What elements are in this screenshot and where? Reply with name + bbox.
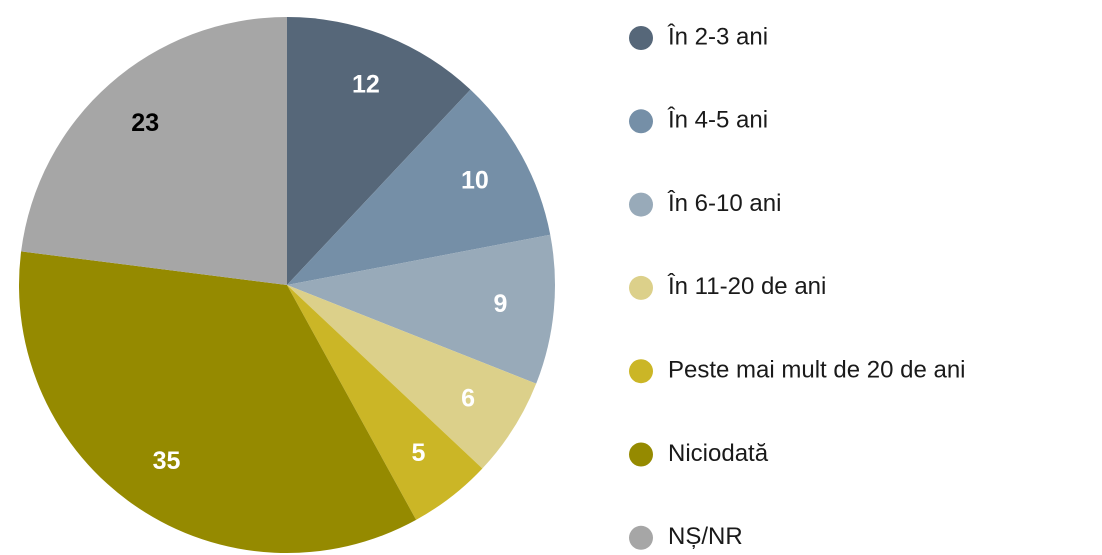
value-label: 23 (131, 109, 159, 137)
legend-label: În 11-20 de ani (667, 273, 826, 300)
value-label: 5 (411, 439, 425, 467)
legend-label: În 2-3 ani (667, 23, 768, 50)
value-label: 35 (153, 447, 181, 475)
legend-marker (629, 442, 653, 467)
value-label: 12 (352, 70, 380, 98)
pie-slice (287, 234, 555, 384)
legend-label: Peste mai mult de 20 de ani (668, 357, 966, 384)
legend-marker (629, 359, 653, 384)
pie-slice (287, 285, 537, 469)
pie-slice (18, 251, 417, 553)
legend-label: NȘ/NR (668, 523, 743, 550)
value-label: 10 (461, 166, 489, 194)
legend-marker (629, 109, 653, 134)
legend-marker (629, 525, 653, 550)
legend-label: Niciodată (668, 440, 769, 467)
legend-label: În 6-10 ani (667, 190, 781, 217)
value-label: 9 (493, 290, 507, 318)
pie-slice (287, 89, 551, 285)
pie-slice (287, 17, 471, 285)
legend-marker (629, 275, 653, 300)
legend-marker (629, 26, 653, 50)
legend-label: În 4-5 ani (667, 107, 768, 134)
legend-marker (629, 192, 653, 217)
pie-slice (21, 17, 288, 285)
pie-slice (287, 285, 483, 520)
value-label: 6 (461, 384, 475, 412)
